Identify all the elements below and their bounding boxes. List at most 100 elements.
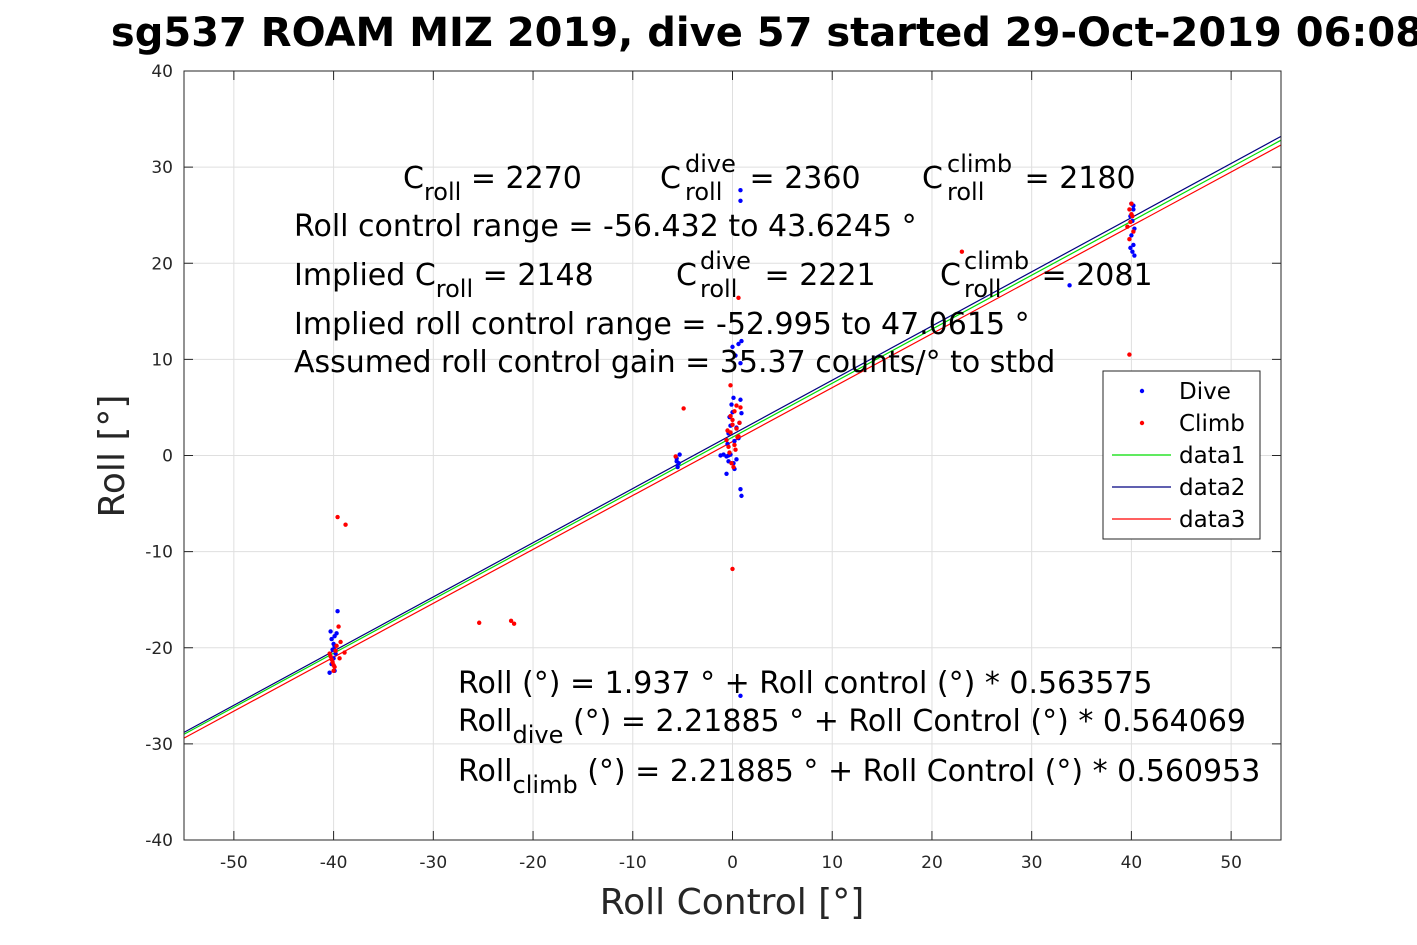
point-climb	[1131, 229, 1136, 234]
point-climb	[736, 295, 741, 301]
x-tick-label: 30	[1021, 853, 1043, 873]
point-dive	[1129, 233, 1134, 238]
point-dive	[738, 198, 743, 203]
point-dive	[1130, 249, 1135, 254]
point-climb	[328, 654, 333, 659]
y-axis-ticks: -40 -30 -20 -10 0 10 20 30 40	[145, 62, 1281, 851]
point-climb	[726, 444, 731, 450]
point-dive	[729, 402, 734, 407]
annotation-croll: Croll = 2270	[403, 161, 582, 206]
point-climb	[734, 426, 739, 431]
point-climb	[959, 249, 965, 254]
point-climb	[737, 420, 742, 426]
point-dive	[334, 631, 339, 636]
point-dive	[731, 395, 736, 401]
point-dive	[675, 464, 680, 470]
point-dive	[739, 338, 744, 344]
point-climb	[343, 522, 348, 527]
point-climb	[338, 639, 343, 645]
point-climb	[733, 447, 738, 452]
data-points	[327, 187, 1137, 699]
point-dive	[1131, 207, 1136, 212]
point-climb	[1127, 352, 1132, 357]
point-dive	[328, 629, 333, 634]
point-climb	[337, 656, 342, 661]
x-axis-label: Roll Control [°]	[600, 882, 865, 923]
y-tick-label: -30	[145, 735, 173, 755]
legend-label: data2	[1179, 475, 1245, 501]
point-dive	[733, 353, 738, 358]
point-dive	[739, 411, 744, 416]
annotation-fit-climb: Rollclimb (°) = 2.21885 ° + Roll Control…	[458, 754, 1260, 799]
point-climb	[1129, 212, 1134, 217]
point-dive	[335, 609, 340, 614]
point-climb	[728, 413, 733, 419]
point-climb	[476, 620, 482, 625]
point-dive	[1067, 283, 1072, 288]
point-climb	[508, 618, 514, 624]
point-climb	[724, 437, 729, 443]
point-dive	[736, 341, 741, 347]
point-dive	[674, 459, 679, 464]
point-climb	[330, 659, 335, 665]
x-tick-label: -20	[519, 853, 547, 873]
point-climb	[735, 435, 740, 440]
x-tick-label: 20	[921, 853, 943, 873]
point-climb	[1129, 201, 1134, 206]
x-tick-label: -30	[419, 853, 447, 873]
x-tick-label: -40	[320, 853, 348, 873]
legend-label: data3	[1179, 507, 1245, 533]
point-climb	[336, 624, 341, 629]
point-dive	[1131, 242, 1136, 248]
point-climb	[335, 514, 340, 520]
point-dive	[738, 187, 743, 193]
chart-title: sg537 ROAM MIZ 2019, dive 57 started 29-…	[111, 10, 1417, 56]
point-climb	[673, 454, 678, 459]
point-dive	[738, 693, 743, 699]
point-climb	[1127, 237, 1132, 242]
y-tick-label: -10	[145, 543, 173, 563]
annotation-gain: Assumed roll control gain = 35.37 counts…	[294, 345, 1055, 380]
point-dive	[738, 397, 743, 402]
y-tick-label: 0	[162, 447, 173, 467]
point-climb	[681, 406, 686, 411]
y-tick-label: -20	[145, 639, 173, 659]
point-climb	[1127, 207, 1132, 212]
point-climb	[738, 405, 743, 410]
x-axis-ticks: -50 -40 -30 -20 -10 0 10 20 30 40 50	[220, 71, 1242, 873]
point-climb	[331, 668, 336, 674]
legend-swatch-dive	[1139, 388, 1145, 394]
legend-label: Climb	[1179, 411, 1245, 437]
y-tick-label: 20	[151, 254, 173, 274]
point-climb	[732, 409, 737, 414]
legend-label: Dive	[1179, 379, 1231, 405]
point-dive	[739, 493, 744, 499]
point-dive	[1128, 245, 1133, 251]
y-tick-label: 10	[151, 350, 173, 370]
point-dive	[738, 361, 743, 366]
legend-swatch-climb	[1139, 420, 1145, 426]
point-climb	[342, 650, 347, 655]
point-climb	[334, 643, 339, 649]
point-dive	[724, 471, 729, 476]
point-climb	[725, 428, 730, 433]
annotation-fit-all: Roll (°) = 1.937 ° + Roll control (°) * …	[458, 666, 1153, 701]
annotation-fit-dive: Rolldive (°) = 2.21885 ° + Roll Control …	[458, 704, 1246, 749]
point-climb	[1125, 224, 1130, 229]
point-climb	[734, 403, 739, 408]
x-tick-label: -10	[619, 853, 647, 873]
point-dive	[329, 636, 334, 642]
point-climb	[730, 566, 735, 572]
y-tick-label: 30	[151, 158, 173, 178]
x-tick-label: 50	[1220, 853, 1242, 873]
point-climb	[731, 464, 736, 470]
point-dive	[732, 438, 737, 444]
annotation-implied-croll: Implied Croll = 2148	[294, 258, 594, 303]
point-climb	[730, 417, 735, 423]
point-climb	[730, 422, 735, 427]
point-dive	[734, 457, 739, 462]
